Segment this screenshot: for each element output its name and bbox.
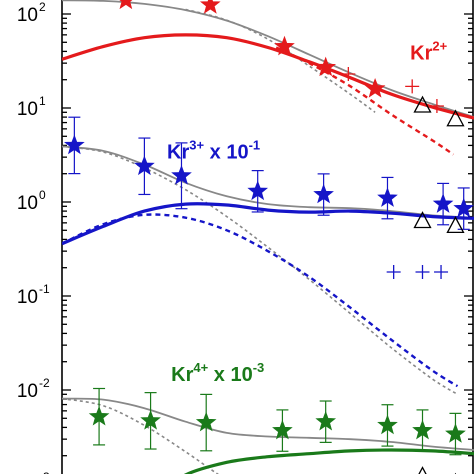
triangle-point xyxy=(413,211,432,229)
series-kr2 xyxy=(62,0,474,156)
y-tick-label: 10 xyxy=(17,5,38,26)
star-point xyxy=(453,197,474,218)
star-point xyxy=(377,187,398,207)
plus-point xyxy=(415,265,430,280)
y-tick-label: 10 xyxy=(17,193,38,214)
y-tick-exponent: -2 xyxy=(39,376,50,390)
star-point xyxy=(313,183,334,204)
star-point xyxy=(247,180,269,201)
star-point xyxy=(445,423,466,443)
star-point xyxy=(199,0,221,14)
y-tick-exponent: -3 xyxy=(39,470,50,474)
axes xyxy=(61,0,474,474)
plus-point xyxy=(386,265,401,280)
star-point xyxy=(119,0,133,10)
gray-solid-curve xyxy=(62,0,474,118)
y-tick-exponent: 1 xyxy=(39,94,46,108)
plus-point xyxy=(429,99,444,114)
triangle-point xyxy=(413,95,432,113)
star-point xyxy=(364,77,386,98)
y-tick-exponent: -1 xyxy=(39,282,50,296)
triangle-point xyxy=(418,466,427,474)
series-kr3 xyxy=(62,116,474,395)
star-point xyxy=(315,56,337,77)
star-point xyxy=(315,410,337,431)
series-label-kr2: Kr2+ xyxy=(410,38,447,64)
plus-point xyxy=(434,265,449,280)
model-solid-curve xyxy=(62,33,474,120)
star-point xyxy=(432,193,454,213)
star-point xyxy=(274,35,295,56)
series-labels: Kr2+ Kr3+ x 10-1 Kr4+ x 10-3 xyxy=(167,38,448,386)
star-point xyxy=(272,419,293,440)
y-tick-exponent: 2 xyxy=(39,0,46,14)
y-tick-exponent: 0 xyxy=(39,188,46,202)
series-label-kr3: Kr3+ x 10-1 xyxy=(167,138,260,164)
series-label-kr4: Kr4+ x 10-3 xyxy=(171,360,264,386)
gray-solid-curve xyxy=(62,145,474,219)
gray-dashed-curve xyxy=(185,8,376,113)
data-layer xyxy=(62,0,474,474)
star-point xyxy=(195,411,217,432)
star-point xyxy=(412,419,433,440)
triangle-point xyxy=(446,216,465,234)
star-point xyxy=(140,409,161,430)
star-point xyxy=(88,405,110,426)
model-solid-curve xyxy=(183,448,474,474)
gray-solid-curve xyxy=(62,397,474,451)
model-dashed-curve xyxy=(275,46,455,156)
series-kr4 xyxy=(62,387,474,474)
star-point xyxy=(63,134,85,155)
triangle-point xyxy=(446,109,465,127)
star-point xyxy=(377,414,398,435)
plus-point xyxy=(341,66,356,81)
y-tick-label: 10 xyxy=(17,99,38,120)
plus-point xyxy=(405,79,420,94)
star-point xyxy=(134,155,155,176)
star-point xyxy=(171,164,192,185)
model-solid-curve xyxy=(62,202,474,246)
gray-dashed-curve xyxy=(62,145,458,395)
y-tick-label: 10 xyxy=(17,381,38,402)
y-tick-label: 10 xyxy=(17,287,38,308)
